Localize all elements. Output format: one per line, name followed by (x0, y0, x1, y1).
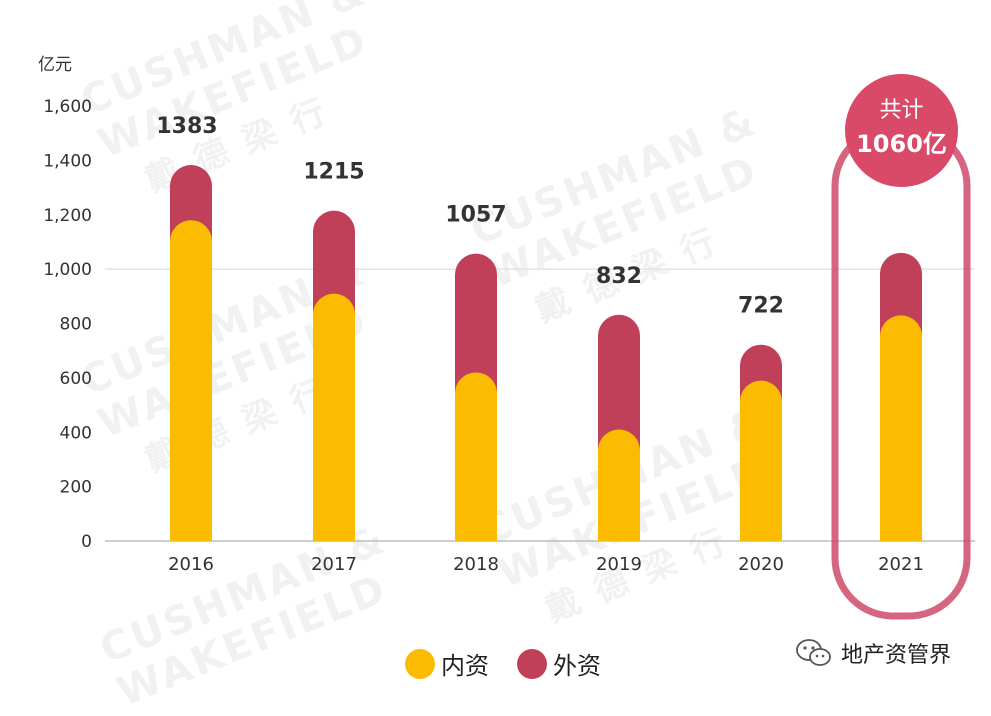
x-tick-label: 2016 (168, 554, 214, 575)
bar-segment-domestic (313, 293, 355, 541)
y-tick-label: 400 (60, 423, 92, 443)
callout-label: 共计 (879, 98, 924, 123)
y-tick-label: 1,600 (43, 97, 92, 117)
bar-total-label: 1383 (156, 114, 217, 139)
y-tick-label: 1,000 (43, 260, 92, 280)
y-tick-label: 1,400 (43, 151, 92, 171)
bar-segment-domestic (170, 220, 212, 541)
source-attribution: 地产资管界 (795, 637, 951, 669)
x-tick-label: 2020 (738, 554, 784, 575)
bar-segment-domestic (598, 429, 640, 541)
callout-total-value: 1060亿 (856, 130, 947, 158)
bar-total-label: 832 (596, 264, 642, 289)
legend-label: 外资 (553, 652, 601, 680)
y-tick-label: 800 (60, 315, 92, 335)
x-tick-label: 2021 (878, 554, 924, 575)
legend-swatch-foreign (517, 648, 547, 679)
legend-item-foreign: 外资 (517, 646, 601, 681)
y-tick-label: 200 (60, 478, 92, 498)
y-tick-label: 0 (81, 532, 92, 552)
bar-total-label: 1215 (303, 160, 364, 185)
source-name: 地产资管界 (841, 643, 952, 668)
bar-total-label: 1057 (445, 203, 506, 228)
x-tick-label: 2017 (311, 554, 357, 575)
legend: 内资 外资 (405, 646, 629, 681)
legend-label: 内资 (441, 652, 489, 680)
legend-item-domestic: 内资 (405, 646, 489, 681)
x-tick-label: 2018 (453, 554, 499, 575)
total-callout-badge: 共计 1060亿 (845, 74, 958, 187)
bar-segment-domestic (740, 380, 782, 541)
x-tick-label: 2019 (596, 554, 642, 575)
bar-segment-domestic (455, 372, 497, 541)
bar-total-label: 722 (738, 294, 784, 319)
bar-segment-domestic (880, 315, 922, 541)
legend-swatch-domestic (405, 648, 435, 679)
y-tick-label: 1,200 (43, 206, 92, 226)
y-axis-unit-label: 亿元 (38, 55, 72, 75)
stacked-bar-chart: 0 200 400 600 800 1,000 1,200 1,400 1,600 1383 201… (43, 97, 975, 620)
wechat-icon (796, 639, 831, 666)
y-tick-label: 600 (60, 369, 92, 389)
